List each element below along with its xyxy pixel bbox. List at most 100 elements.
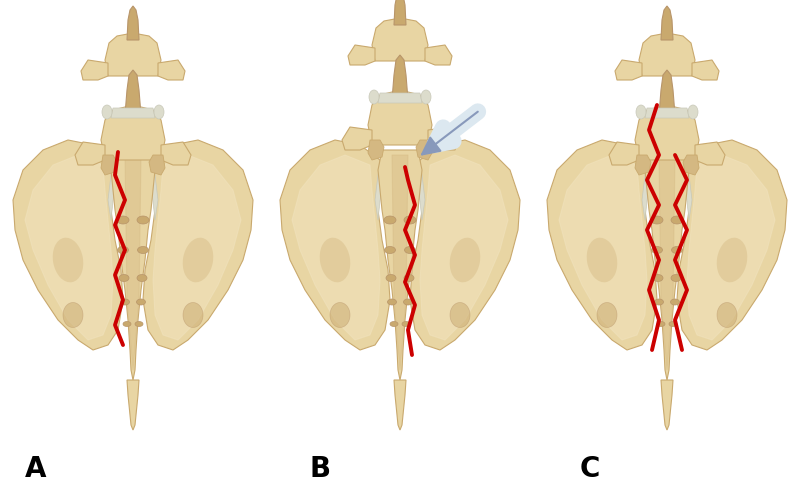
Polygon shape [642, 155, 652, 220]
Polygon shape [425, 45, 452, 65]
Polygon shape [692, 60, 719, 80]
Ellipse shape [405, 246, 415, 254]
Ellipse shape [320, 238, 350, 282]
Ellipse shape [597, 302, 617, 328]
Polygon shape [125, 155, 141, 370]
Ellipse shape [385, 246, 395, 254]
Ellipse shape [63, 302, 83, 328]
Ellipse shape [135, 322, 143, 326]
Ellipse shape [137, 216, 149, 224]
Ellipse shape [369, 90, 379, 104]
Ellipse shape [654, 299, 663, 305]
Polygon shape [415, 155, 425, 220]
Ellipse shape [671, 216, 683, 224]
Polygon shape [161, 142, 191, 165]
Ellipse shape [404, 216, 416, 224]
Ellipse shape [669, 322, 677, 326]
Ellipse shape [450, 302, 470, 328]
Polygon shape [639, 33, 695, 76]
Ellipse shape [118, 246, 129, 254]
Polygon shape [645, 108, 689, 118]
Polygon shape [342, 127, 372, 150]
Polygon shape [375, 155, 385, 220]
Polygon shape [143, 140, 253, 350]
Polygon shape [394, 0, 406, 25]
Ellipse shape [651, 216, 663, 224]
Ellipse shape [402, 322, 410, 326]
Ellipse shape [384, 216, 396, 224]
Ellipse shape [404, 274, 414, 281]
Text: C: C [580, 455, 600, 483]
Polygon shape [372, 18, 428, 61]
Ellipse shape [330, 302, 350, 328]
Polygon shape [659, 70, 675, 115]
Ellipse shape [657, 322, 665, 326]
Ellipse shape [717, 238, 747, 282]
Polygon shape [81, 60, 108, 80]
Ellipse shape [651, 246, 662, 254]
Ellipse shape [636, 105, 646, 119]
Polygon shape [547, 140, 657, 350]
Polygon shape [635, 155, 651, 175]
Polygon shape [125, 70, 141, 115]
Polygon shape [378, 93, 422, 103]
Polygon shape [615, 60, 642, 80]
Ellipse shape [450, 238, 480, 282]
Polygon shape [108, 155, 118, 220]
Polygon shape [13, 140, 123, 350]
Polygon shape [661, 6, 673, 40]
Polygon shape [682, 155, 692, 220]
Ellipse shape [137, 274, 147, 281]
Polygon shape [392, 55, 408, 100]
Polygon shape [127, 6, 139, 40]
Ellipse shape [670, 299, 679, 305]
Polygon shape [683, 155, 699, 175]
Polygon shape [687, 155, 775, 340]
Polygon shape [25, 155, 113, 340]
Ellipse shape [671, 274, 681, 281]
Text: B: B [310, 455, 331, 483]
Ellipse shape [586, 238, 618, 282]
Polygon shape [280, 140, 390, 350]
Ellipse shape [183, 302, 203, 328]
Polygon shape [394, 380, 406, 430]
Ellipse shape [117, 216, 129, 224]
Ellipse shape [182, 238, 214, 282]
Ellipse shape [671, 246, 682, 254]
Polygon shape [420, 155, 508, 340]
Polygon shape [158, 60, 185, 80]
Polygon shape [661, 380, 673, 430]
Ellipse shape [151, 139, 159, 151]
Ellipse shape [421, 90, 431, 104]
Polygon shape [348, 45, 375, 65]
Polygon shape [635, 105, 699, 160]
Ellipse shape [403, 299, 413, 305]
Ellipse shape [653, 274, 663, 281]
Polygon shape [153, 155, 241, 340]
Ellipse shape [102, 105, 112, 119]
Polygon shape [101, 105, 165, 160]
Polygon shape [659, 155, 675, 370]
Ellipse shape [387, 299, 397, 305]
Polygon shape [148, 155, 158, 220]
Polygon shape [695, 142, 725, 165]
Ellipse shape [386, 274, 396, 281]
Polygon shape [559, 155, 647, 340]
Polygon shape [113, 140, 153, 148]
Ellipse shape [119, 274, 129, 281]
Polygon shape [428, 127, 458, 150]
Polygon shape [410, 140, 520, 350]
Ellipse shape [138, 246, 149, 254]
Polygon shape [149, 155, 165, 175]
Polygon shape [416, 140, 432, 160]
Ellipse shape [107, 139, 115, 151]
Polygon shape [378, 150, 422, 380]
Ellipse shape [137, 299, 146, 305]
Polygon shape [368, 90, 432, 145]
Ellipse shape [123, 322, 131, 326]
Ellipse shape [641, 139, 649, 151]
Polygon shape [392, 155, 408, 370]
Polygon shape [127, 380, 139, 430]
Ellipse shape [685, 139, 693, 151]
Polygon shape [101, 155, 117, 175]
